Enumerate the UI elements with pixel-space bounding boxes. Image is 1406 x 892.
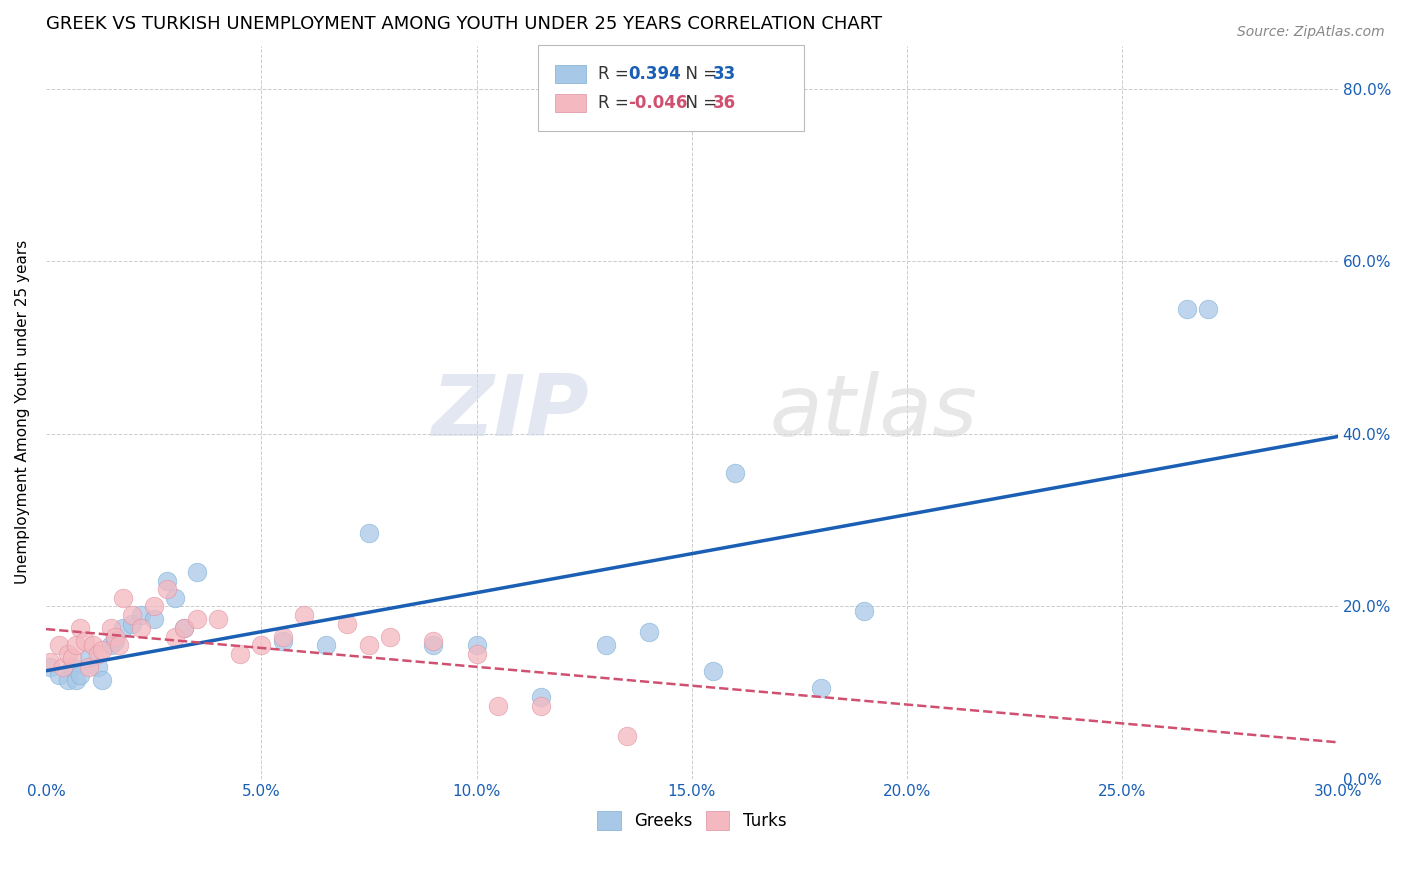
- Point: [1198, 301, 1220, 316]
- Point: [530, 690, 553, 704]
- Point: [91, 673, 114, 687]
- Point: [336, 616, 359, 631]
- Point: [129, 607, 152, 622]
- Point: [82, 638, 104, 652]
- Point: [357, 638, 380, 652]
- Point: [315, 638, 337, 652]
- Point: [702, 664, 724, 678]
- Point: [121, 607, 143, 622]
- Text: R =: R =: [598, 65, 634, 83]
- Point: [129, 621, 152, 635]
- Text: atlas: atlas: [769, 371, 977, 454]
- Text: N =: N =: [675, 65, 723, 83]
- Point: [39, 660, 62, 674]
- Point: [810, 681, 832, 696]
- Y-axis label: Unemployment Among Youth under 25 years: Unemployment Among Youth under 25 years: [15, 240, 30, 584]
- Point: [56, 673, 79, 687]
- Point: [250, 638, 273, 652]
- Point: [52, 660, 75, 674]
- Point: [616, 729, 638, 743]
- Point: [48, 638, 70, 652]
- Point: [73, 633, 96, 648]
- Point: [121, 616, 143, 631]
- Text: 36: 36: [713, 94, 735, 112]
- Text: R =: R =: [598, 94, 634, 112]
- Point: [65, 673, 87, 687]
- Point: [186, 565, 208, 579]
- Point: [77, 651, 100, 665]
- Point: [595, 638, 617, 652]
- Point: [56, 647, 79, 661]
- Point: [155, 582, 177, 596]
- Text: 0.394: 0.394: [628, 65, 682, 83]
- Point: [104, 633, 127, 648]
- Point: [422, 633, 444, 648]
- Text: 33: 33: [713, 65, 737, 83]
- Point: [292, 607, 315, 622]
- Point: [108, 638, 131, 652]
- Point: [380, 630, 402, 644]
- Point: [48, 668, 70, 682]
- Point: [173, 621, 195, 635]
- Point: [104, 630, 127, 644]
- Text: ZIP: ZIP: [430, 371, 589, 454]
- Point: [724, 466, 747, 480]
- Point: [1175, 301, 1198, 316]
- Point: [91, 642, 114, 657]
- Point: [65, 638, 87, 652]
- Legend: Greeks, Turks: Greeks, Turks: [591, 804, 793, 837]
- Point: [86, 660, 108, 674]
- Point: [165, 630, 187, 644]
- Point: [112, 621, 135, 635]
- Text: N =: N =: [675, 94, 723, 112]
- Point: [77, 660, 100, 674]
- Point: [853, 604, 876, 618]
- Point: [112, 591, 135, 605]
- Point: [165, 591, 187, 605]
- Point: [60, 651, 83, 665]
- Point: [155, 574, 177, 588]
- Point: [60, 660, 83, 674]
- Point: [100, 638, 122, 652]
- Point: [228, 647, 250, 661]
- Point: [142, 612, 165, 626]
- Point: [142, 599, 165, 614]
- Point: [530, 698, 553, 713]
- Point: [637, 625, 659, 640]
- Point: [69, 621, 91, 635]
- Text: Source: ZipAtlas.com: Source: ZipAtlas.com: [1237, 25, 1385, 39]
- Point: [173, 621, 195, 635]
- Point: [69, 668, 91, 682]
- Point: [207, 612, 229, 626]
- Text: GREEK VS TURKISH UNEMPLOYMENT AMONG YOUTH UNDER 25 YEARS CORRELATION CHART: GREEK VS TURKISH UNEMPLOYMENT AMONG YOUT…: [46, 15, 882, 33]
- Point: [186, 612, 208, 626]
- Text: -0.046: -0.046: [628, 94, 688, 112]
- Point: [357, 526, 380, 541]
- Point: [271, 630, 294, 644]
- Point: [39, 656, 62, 670]
- Point: [465, 638, 488, 652]
- Point: [100, 621, 122, 635]
- Point: [271, 633, 294, 648]
- Point: [422, 638, 444, 652]
- Point: [486, 698, 509, 713]
- Point: [86, 647, 108, 661]
- Point: [465, 647, 488, 661]
